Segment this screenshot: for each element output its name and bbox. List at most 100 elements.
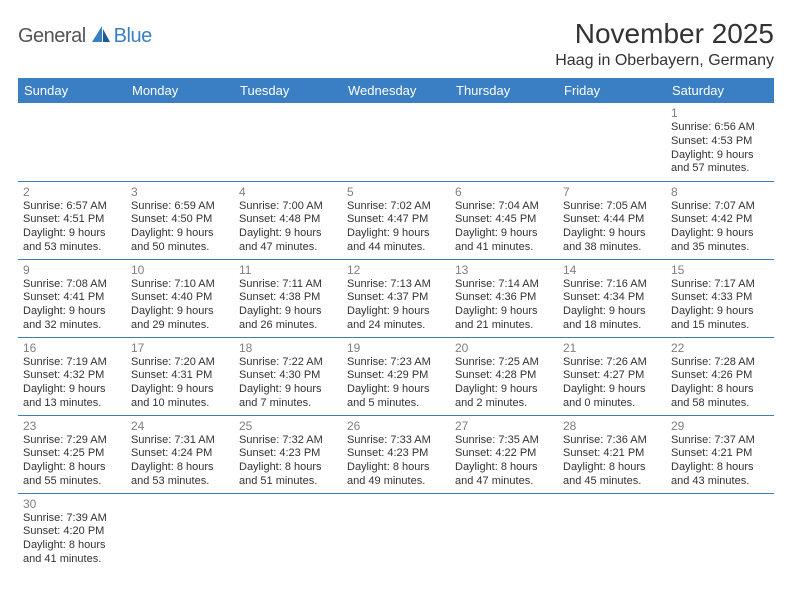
calendar-row: 16Sunrise: 7:19 AMSunset: 4:32 PMDayligh… bbox=[18, 337, 774, 415]
calendar-cell: 10Sunrise: 7:10 AMSunset: 4:40 PMDayligh… bbox=[126, 259, 234, 337]
logo-text-general: General bbox=[18, 25, 86, 48]
day-info: Sunrise: 7:00 AMSunset: 4:48 PMDaylight:… bbox=[239, 200, 337, 255]
day-info: Sunrise: 7:17 AMSunset: 4:33 PMDaylight:… bbox=[671, 278, 769, 333]
calendar-cell bbox=[450, 103, 558, 181]
calendar-cell: 28Sunrise: 7:36 AMSunset: 4:21 PMDayligh… bbox=[558, 415, 666, 493]
day-number: 28 bbox=[563, 419, 661, 433]
calendar-cell: 5Sunrise: 7:02 AMSunset: 4:47 PMDaylight… bbox=[342, 181, 450, 259]
day-info: Sunrise: 7:20 AMSunset: 4:31 PMDaylight:… bbox=[131, 356, 229, 411]
calendar-cell: 4Sunrise: 7:00 AMSunset: 4:48 PMDaylight… bbox=[234, 181, 342, 259]
calendar-header-row: Sunday Monday Tuesday Wednesday Thursday… bbox=[18, 78, 774, 103]
day-number: 5 bbox=[347, 185, 445, 199]
day-number: 3 bbox=[131, 185, 229, 199]
weekday-header: Sunday bbox=[18, 78, 126, 103]
day-number: 26 bbox=[347, 419, 445, 433]
day-info: Sunrise: 7:25 AMSunset: 4:28 PMDaylight:… bbox=[455, 356, 553, 411]
calendar-cell: 19Sunrise: 7:23 AMSunset: 4:29 PMDayligh… bbox=[342, 337, 450, 415]
day-info: Sunrise: 7:28 AMSunset: 4:26 PMDaylight:… bbox=[671, 356, 769, 411]
day-number: 13 bbox=[455, 263, 553, 277]
calendar-cell: 14Sunrise: 7:16 AMSunset: 4:34 PMDayligh… bbox=[558, 259, 666, 337]
day-number: 22 bbox=[671, 341, 769, 355]
day-number: 2 bbox=[23, 185, 121, 199]
day-info: Sunrise: 7:19 AMSunset: 4:32 PMDaylight:… bbox=[23, 356, 121, 411]
calendar-cell bbox=[18, 103, 126, 181]
day-info: Sunrise: 7:04 AMSunset: 4:45 PMDaylight:… bbox=[455, 200, 553, 255]
day-number: 1 bbox=[671, 106, 769, 120]
day-info: Sunrise: 7:33 AMSunset: 4:23 PMDaylight:… bbox=[347, 434, 445, 489]
month-title: November 2025 bbox=[555, 18, 774, 50]
day-number: 27 bbox=[455, 419, 553, 433]
calendar-cell bbox=[666, 493, 774, 571]
calendar-cell: 6Sunrise: 7:04 AMSunset: 4:45 PMDaylight… bbox=[450, 181, 558, 259]
day-info: Sunrise: 7:22 AMSunset: 4:30 PMDaylight:… bbox=[239, 356, 337, 411]
day-number: 24 bbox=[131, 419, 229, 433]
calendar-cell: 24Sunrise: 7:31 AMSunset: 4:24 PMDayligh… bbox=[126, 415, 234, 493]
day-info: Sunrise: 6:59 AMSunset: 4:50 PMDaylight:… bbox=[131, 200, 229, 255]
calendar-cell bbox=[558, 493, 666, 571]
calendar-cell bbox=[234, 493, 342, 571]
calendar-cell bbox=[558, 103, 666, 181]
calendar-cell: 1Sunrise: 6:56 AMSunset: 4:53 PMDaylight… bbox=[666, 103, 774, 181]
day-info: Sunrise: 7:36 AMSunset: 4:21 PMDaylight:… bbox=[563, 434, 661, 489]
day-number: 6 bbox=[455, 185, 553, 199]
calendar-cell bbox=[126, 493, 234, 571]
calendar-cell bbox=[342, 103, 450, 181]
weekday-header: Friday bbox=[558, 78, 666, 103]
calendar-cell: 25Sunrise: 7:32 AMSunset: 4:23 PMDayligh… bbox=[234, 415, 342, 493]
day-info: Sunrise: 7:37 AMSunset: 4:21 PMDaylight:… bbox=[671, 434, 769, 489]
logo-text-blue: Blue bbox=[114, 25, 152, 48]
day-info: Sunrise: 6:56 AMSunset: 4:53 PMDaylight:… bbox=[671, 121, 769, 176]
day-info: Sunrise: 7:10 AMSunset: 4:40 PMDaylight:… bbox=[131, 278, 229, 333]
calendar-cell bbox=[234, 103, 342, 181]
day-number: 11 bbox=[239, 263, 337, 277]
weekday-header: Tuesday bbox=[234, 78, 342, 103]
calendar-cell: 13Sunrise: 7:14 AMSunset: 4:36 PMDayligh… bbox=[450, 259, 558, 337]
calendar-cell: 27Sunrise: 7:35 AMSunset: 4:22 PMDayligh… bbox=[450, 415, 558, 493]
day-number: 21 bbox=[563, 341, 661, 355]
day-number: 12 bbox=[347, 263, 445, 277]
day-number: 20 bbox=[455, 341, 553, 355]
day-info: Sunrise: 7:11 AMSunset: 4:38 PMDaylight:… bbox=[239, 278, 337, 333]
day-info: Sunrise: 7:29 AMSunset: 4:25 PMDaylight:… bbox=[23, 434, 121, 489]
day-number: 8 bbox=[671, 185, 769, 199]
day-info: Sunrise: 7:32 AMSunset: 4:23 PMDaylight:… bbox=[239, 434, 337, 489]
calendar-cell: 30Sunrise: 7:39 AMSunset: 4:20 PMDayligh… bbox=[18, 493, 126, 571]
weekday-header: Saturday bbox=[666, 78, 774, 103]
calendar-cell: 29Sunrise: 7:37 AMSunset: 4:21 PMDayligh… bbox=[666, 415, 774, 493]
day-number: 25 bbox=[239, 419, 337, 433]
day-info: Sunrise: 7:23 AMSunset: 4:29 PMDaylight:… bbox=[347, 356, 445, 411]
calendar-cell bbox=[126, 103, 234, 181]
calendar-cell: 9Sunrise: 7:08 AMSunset: 4:41 PMDaylight… bbox=[18, 259, 126, 337]
calendar-cell: 17Sunrise: 7:20 AMSunset: 4:31 PMDayligh… bbox=[126, 337, 234, 415]
day-info: Sunrise: 7:14 AMSunset: 4:36 PMDaylight:… bbox=[455, 278, 553, 333]
day-number: 30 bbox=[23, 497, 121, 511]
sail-icon bbox=[90, 24, 112, 49]
header: General Blue November 2025 Haag in Oberb… bbox=[18, 18, 774, 70]
calendar-cell: 12Sunrise: 7:13 AMSunset: 4:37 PMDayligh… bbox=[342, 259, 450, 337]
calendar-cell: 26Sunrise: 7:33 AMSunset: 4:23 PMDayligh… bbox=[342, 415, 450, 493]
day-info: Sunrise: 7:13 AMSunset: 4:37 PMDaylight:… bbox=[347, 278, 445, 333]
weekday-header: Wednesday bbox=[342, 78, 450, 103]
calendar-cell: 21Sunrise: 7:26 AMSunset: 4:27 PMDayligh… bbox=[558, 337, 666, 415]
day-number: 15 bbox=[671, 263, 769, 277]
day-number: 7 bbox=[563, 185, 661, 199]
calendar-row: 30Sunrise: 7:39 AMSunset: 4:20 PMDayligh… bbox=[18, 493, 774, 571]
day-info: Sunrise: 7:02 AMSunset: 4:47 PMDaylight:… bbox=[347, 200, 445, 255]
day-number: 29 bbox=[671, 419, 769, 433]
weekday-header: Thursday bbox=[450, 78, 558, 103]
calendar-cell: 2Sunrise: 6:57 AMSunset: 4:51 PMDaylight… bbox=[18, 181, 126, 259]
calendar-row: 2Sunrise: 6:57 AMSunset: 4:51 PMDaylight… bbox=[18, 181, 774, 259]
calendar-cell: 20Sunrise: 7:25 AMSunset: 4:28 PMDayligh… bbox=[450, 337, 558, 415]
day-info: Sunrise: 7:31 AMSunset: 4:24 PMDaylight:… bbox=[131, 434, 229, 489]
day-info: Sunrise: 7:05 AMSunset: 4:44 PMDaylight:… bbox=[563, 200, 661, 255]
calendar-cell: 3Sunrise: 6:59 AMSunset: 4:50 PMDaylight… bbox=[126, 181, 234, 259]
calendar-cell: 23Sunrise: 7:29 AMSunset: 4:25 PMDayligh… bbox=[18, 415, 126, 493]
day-info: Sunrise: 7:16 AMSunset: 4:34 PMDaylight:… bbox=[563, 278, 661, 333]
day-number: 14 bbox=[563, 263, 661, 277]
day-number: 16 bbox=[23, 341, 121, 355]
day-number: 19 bbox=[347, 341, 445, 355]
day-info: Sunrise: 7:35 AMSunset: 4:22 PMDaylight:… bbox=[455, 434, 553, 489]
calendar-cell: 16Sunrise: 7:19 AMSunset: 4:32 PMDayligh… bbox=[18, 337, 126, 415]
logo: General Blue bbox=[18, 24, 152, 49]
calendar-row: 23Sunrise: 7:29 AMSunset: 4:25 PMDayligh… bbox=[18, 415, 774, 493]
